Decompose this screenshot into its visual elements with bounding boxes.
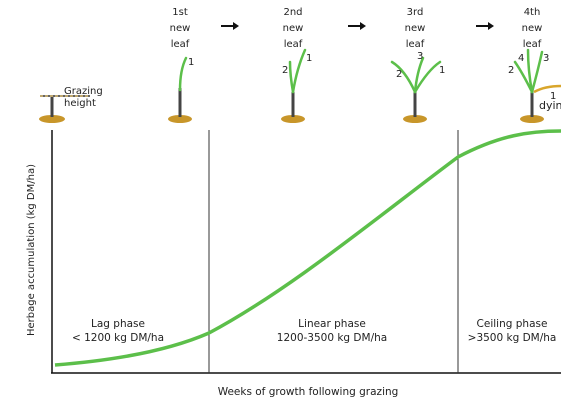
phase-range: >3500 kg DM/ha	[468, 332, 557, 344]
leaf-number: 3	[417, 51, 423, 62]
leaf-number: 2	[282, 65, 288, 76]
stage-label: leaf	[406, 39, 425, 50]
plant	[281, 50, 305, 123]
stage-label: leaf	[284, 39, 303, 50]
leaf-number: 1	[439, 65, 445, 76]
plant	[392, 58, 440, 123]
y-axis-label: Herbage accumulation (kg DM/ha)	[26, 164, 37, 336]
stage-label: new	[522, 23, 543, 34]
stage-label: 4th	[524, 7, 541, 18]
stage-label: 3rd	[407, 7, 424, 18]
arrows	[221, 22, 494, 30]
leaf-note: dying	[539, 99, 561, 112]
phase-name: Linear phase	[298, 318, 366, 330]
leaf-number: 4	[518, 53, 524, 64]
grazing-label: height	[64, 98, 96, 109]
leaf-number: 2	[396, 69, 402, 80]
phase-name: Ceiling phase	[477, 318, 548, 330]
stage-label: 1st	[172, 7, 188, 18]
leaf-number: 3	[543, 53, 549, 64]
stage-label: new	[170, 23, 191, 34]
leaf-number: 2	[508, 65, 514, 76]
phase-name: Lag phase	[91, 318, 145, 330]
stage-label: new	[405, 23, 426, 34]
diagram: Grazing height 1st new leaf 2nd new leaf…	[0, 0, 561, 401]
leaf-number: 1	[188, 57, 194, 68]
x-axis-label: Weeks of growth following grazing	[218, 386, 399, 398]
stage-labels: 1st new leaf 2nd new leaf 3rd new leaf 4…	[170, 7, 543, 50]
leaf-number: 1	[306, 53, 312, 64]
phase-range: 1200-3500 kg DM/ha	[277, 332, 387, 344]
stage-label: 2nd	[283, 7, 302, 18]
stage-label: new	[283, 23, 304, 34]
stage-label: leaf	[171, 39, 190, 50]
grazing-label: Grazing	[64, 86, 103, 97]
phase-range: < 1200 kg DM/ha	[72, 332, 164, 344]
stage-label: leaf	[523, 39, 542, 50]
